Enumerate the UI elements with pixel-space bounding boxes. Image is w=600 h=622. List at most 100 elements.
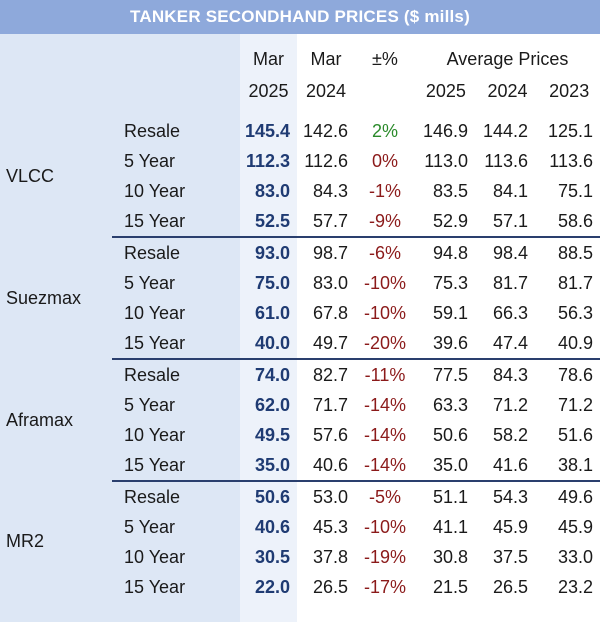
header-change: ±% xyxy=(355,34,415,116)
cell-mar-2025: 40.0 xyxy=(254,332,290,353)
cell-mar-2025: 112.3 xyxy=(245,150,290,171)
cell-avg-2025: 83.5 xyxy=(432,180,468,201)
table-row: 5 Year 112.3 112.6 0% 113.0 113.6 113.6 xyxy=(0,146,600,176)
cell-avg-2025: 30.8 xyxy=(432,546,468,567)
table-row: 5 Year 62.0 71.7 -14% 63.3 71.2 71.2 xyxy=(0,390,600,420)
cell-change: -19% xyxy=(363,546,407,567)
cell-mar-2025: 22.0 xyxy=(254,576,290,597)
age-label: 15 Year xyxy=(124,332,186,353)
header-change-label: ±% xyxy=(372,49,398,69)
cell-mar-2024: 37.8 xyxy=(312,546,348,567)
cell-change: -11% xyxy=(355,358,415,390)
cell-change: -10% xyxy=(363,302,407,323)
cell-mar-2025: 35.0 xyxy=(254,454,290,475)
header-blank-name xyxy=(0,34,112,116)
cell-avg-2024: 58.2 xyxy=(492,424,528,445)
header-row: Mar 2025 Mar 2024 ±% Average Prices 2025 xyxy=(0,34,600,116)
cell-mar-2024: 71.7 xyxy=(312,394,348,415)
table-row: 10 Year 61.0 67.8 -10% 59.1 66.3 56.3 xyxy=(0,298,600,328)
cell-mar-2024: 142.6 xyxy=(302,120,348,141)
table-row: 5 Year 75.0 83.0 -10% 75.3 81.7 81.7 xyxy=(0,268,600,298)
cell-avg-2023: 45.9 xyxy=(557,516,593,537)
cell-change: 0% xyxy=(371,150,398,171)
cell-change: -14% xyxy=(363,424,407,445)
table-row: Suezmax Resale 93.0 98.7 -6% 94.8 98.4 88.5 xyxy=(0,236,600,308)
cell-mar-2024: 49.7 xyxy=(312,332,348,353)
age-label: 5 Year xyxy=(124,516,176,537)
cell-avg-2023: 125.1 xyxy=(547,120,593,141)
cell-change: -17% xyxy=(363,576,407,597)
cell-change: -10% xyxy=(363,516,407,537)
cell-avg-2025: 59.1 xyxy=(432,302,468,323)
age-label: 15 Year xyxy=(124,576,186,597)
cell-mar-2024: 83.0 xyxy=(312,272,348,293)
cell-change: -9% xyxy=(368,210,401,231)
cell-avg-2023: 88.5 xyxy=(535,236,600,268)
cell-mar-2025: 30.5 xyxy=(254,546,290,567)
header-avg-year-2025: 2025 xyxy=(425,81,466,101)
header-mar-2024: Mar 2024 xyxy=(297,34,355,116)
cell-avg-2023: 81.7 xyxy=(557,272,593,293)
cell-mar-2025: 40.6 xyxy=(254,516,290,537)
cell-avg-2023: 58.6 xyxy=(557,210,593,231)
age-label: 10 Year xyxy=(124,424,186,445)
age-label: 5 Year xyxy=(124,150,176,171)
cell-avg-2024: 98.4 xyxy=(475,236,535,268)
cell-mar-2025: 83.0 xyxy=(254,180,290,201)
cell-change: -5% xyxy=(355,480,415,512)
cell-change: -1% xyxy=(368,180,401,201)
cell-mar-2024: 98.7 xyxy=(297,236,355,268)
cell-mar-2025: 49.5 xyxy=(254,424,290,445)
cell-avg-2023: 38.1 xyxy=(557,454,593,475)
table-row: 15 Year 40.0 49.7 -20% 39.6 47.4 40.9 xyxy=(0,328,600,359)
cell-avg-2024: 37.5 xyxy=(492,546,528,567)
cell-mar-2024: 45.3 xyxy=(312,516,348,537)
table-title: TANKER SECONDHAND PRICES ($ mills) xyxy=(0,0,600,34)
header-blank-age xyxy=(112,34,240,116)
vessel-class-label: VLCC xyxy=(6,166,55,186)
age-label: 15 Year xyxy=(124,210,186,231)
cell-avg-2025: 35.0 xyxy=(432,454,468,475)
cell-avg-2024: 66.3 xyxy=(492,302,528,323)
header-average-prices: Average Prices 2025 2024 2023 xyxy=(415,34,600,116)
cell-mar-2024: 57.6 xyxy=(312,424,348,445)
vessel-class-label: MR2 xyxy=(6,531,45,551)
cell-avg-2023: 78.6 xyxy=(535,358,600,390)
cell-avg-2024: 84.3 xyxy=(475,358,535,390)
cell-mar-2024: 40.6 xyxy=(312,454,348,475)
vessel-class-label: Suezmax xyxy=(6,287,82,308)
cell-change: 2% xyxy=(371,120,398,141)
cell-avg-2023: 56.3 xyxy=(557,302,593,323)
table-row: VLCC Resale 145.4 142.6 2% 146.9 144.2 125.1 xyxy=(0,116,600,187)
cell-change: -14% xyxy=(363,394,407,415)
cell-avg-2025: 146.9 xyxy=(422,120,468,141)
header-mar-2024-year: 2024 xyxy=(305,81,347,101)
cell-avg-2025: 21.5 xyxy=(432,576,468,597)
cell-mar-2025: 61.0 xyxy=(254,302,290,323)
cell-avg-2023: 23.2 xyxy=(557,576,593,597)
cell-avg-2025: 52.9 xyxy=(432,210,468,231)
table-row: 10 Year 83.0 84.3 -1% 83.5 84.1 75.1 xyxy=(0,176,600,206)
cell-avg-2025: 41.1 xyxy=(432,516,468,537)
cell-avg-2023: 51.6 xyxy=(557,424,593,445)
cell-mar-2025: 74.0 xyxy=(240,358,297,390)
cell-avg-2024: 54.3 xyxy=(475,480,535,512)
cell-mar-2025: 52.5 xyxy=(254,210,290,231)
cell-avg-2025: 51.1 xyxy=(415,480,475,512)
header-avg-year-2023: 2023 xyxy=(549,81,590,101)
age-label: Resale xyxy=(112,480,240,512)
cell-avg-2024: 84.1 xyxy=(492,180,528,201)
cell-avg-2024: 144.2 xyxy=(482,120,528,141)
cell-avg-2024: 26.5 xyxy=(492,576,528,597)
age-label: 5 Year xyxy=(124,394,176,415)
age-label: 5 Year xyxy=(124,272,176,293)
cell-avg-2023: 71.2 xyxy=(557,394,593,415)
cell-mar-2024: 112.6 xyxy=(304,150,348,171)
cell-avg-2025: 50.6 xyxy=(432,424,468,445)
prices-table: Mar 2025 Mar 2024 ±% Average Prices 2025 xyxy=(0,34,600,602)
cell-avg-2025: 77.5 xyxy=(415,358,475,390)
vessel-class-label: Aframax xyxy=(6,409,74,430)
cell-avg-2023: 75.1 xyxy=(557,180,593,201)
cell-avg-2025: 63.3 xyxy=(432,394,468,415)
table-row: 15 Year 22.0 26.5 -17% 21.5 26.5 23.2 xyxy=(0,572,600,602)
